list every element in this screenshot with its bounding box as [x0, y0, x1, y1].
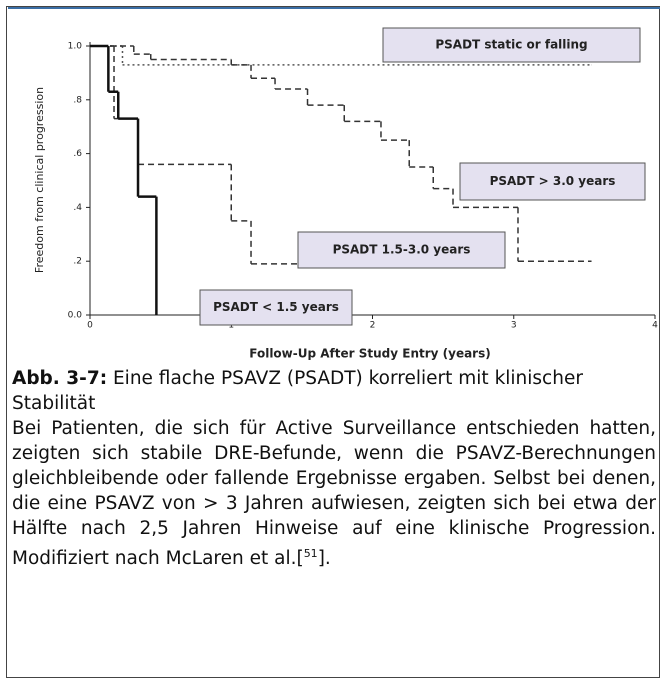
caption-text: Bei Patienten, die sich für Active Surve…: [12, 418, 656, 570]
y-axis-label: Freedom from clinical progression: [33, 87, 46, 273]
figure-frame: [6, 6, 660, 678]
legend-label: PSADT < 1.5 years: [213, 300, 339, 314]
caption-body: Bei Patienten, die sich für Active Surve…: [12, 416, 656, 571]
x-tick-label: 0: [87, 321, 93, 331]
caption-title: Eine flache PSAVZ (PSADT) korreliert mit…: [12, 368, 583, 414]
caption: Abb. 3-7: Eine flache PSAVZ (PSADT) korr…: [12, 366, 656, 571]
y-tick-label: .8: [73, 95, 82, 105]
x-tick-label: 3: [511, 321, 517, 331]
reference: 51: [303, 547, 318, 560]
chart: Freedom from clinical progression Follow…: [8, 7, 660, 361]
y-tick-label: .2: [73, 257, 82, 267]
legend-box: [199, 289, 353, 326]
x-tick-label: 4: [652, 321, 658, 331]
legend-label: PSADT > 3.0 years: [490, 174, 616, 188]
caption-end: ].: [317, 548, 331, 570]
caption-label: Abb. 3-7:: [12, 368, 108, 389]
y-tick-label: .4: [73, 203, 82, 213]
legend-label: PSADT 1.5-3.0 years: [333, 243, 471, 257]
caption-heading: Abb. 3-7: Eine flache PSAVZ (PSADT) korr…: [12, 366, 656, 416]
x-tick-label: 2: [370, 321, 376, 331]
legend-box: [382, 27, 641, 63]
legend-label: PSADT static or falling: [435, 38, 587, 52]
legend-box: [459, 162, 646, 201]
y-tick-label: 0.0: [68, 311, 83, 321]
x-axis-label: Follow-Up After Study Entry (years): [249, 347, 490, 361]
y-tick-label: .6: [73, 149, 82, 159]
legend-box: [297, 231, 506, 269]
y-tick-label: 1.0: [68, 42, 83, 52]
